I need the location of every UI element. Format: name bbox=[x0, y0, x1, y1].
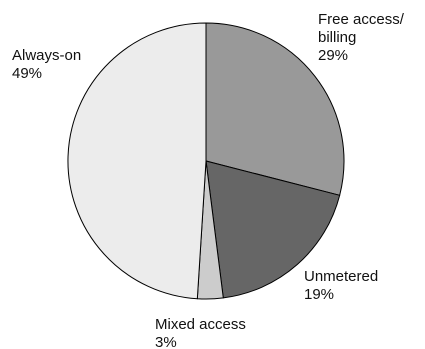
label-mixed-access: Mixed access 3% bbox=[155, 316, 250, 349]
slice-always-on bbox=[67, 22, 207, 300]
label-free-access: Free access/ billing 29% bbox=[318, 11, 408, 64]
pie-slices bbox=[67, 22, 345, 300]
label-always-on: Always-on 49% bbox=[12, 47, 85, 82]
slice-free-access bbox=[205, 22, 345, 196]
label-unmetered: Unmetered 19% bbox=[304, 268, 382, 303]
slice-unmetered bbox=[205, 160, 341, 299]
